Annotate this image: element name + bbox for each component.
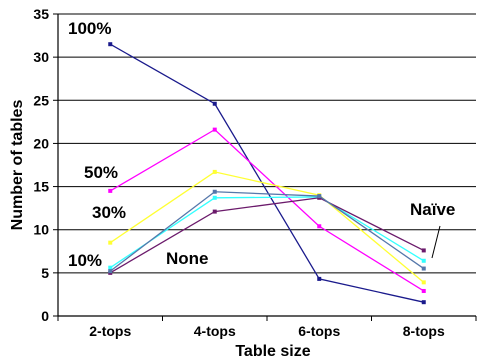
series-point-0-2 <box>317 276 322 281</box>
series-point-2-1 <box>212 169 217 174</box>
series-point-5-0 <box>108 269 113 274</box>
series-point-3-1 <box>212 195 217 200</box>
y-axis-label: Number of tables <box>9 100 26 231</box>
y-tick-label-5: 5 <box>41 265 49 281</box>
series-point-0-3 <box>421 300 426 305</box>
series-point-3-3 <box>421 258 426 263</box>
series-point-5-2 <box>317 194 322 199</box>
series-line-2 <box>109 171 425 283</box>
series-point-1-0 <box>108 188 113 193</box>
x-tick-labels: 2-tops 4-tops 6-tops 8-tops <box>57 316 477 339</box>
series-line-1 <box>109 128 425 292</box>
x-tick-label-2-tops: 2-tops <box>89 323 131 339</box>
y-tick-label-15: 15 <box>33 179 49 195</box>
series-point-0-1 <box>212 101 217 106</box>
series-point-4-1 <box>212 209 217 214</box>
series-point-1-2 <box>317 224 322 229</box>
x-tick-label-8-tops: 8-tops <box>403 323 445 339</box>
series-point-0-0 <box>108 42 113 47</box>
series-point-2-0 <box>108 240 113 245</box>
annotation-100: 100% <box>68 19 111 38</box>
series-annotations: 100% 50% 30% 10% None Naïve <box>68 19 455 270</box>
series-line-0 <box>109 43 424 303</box>
annotation-none: None <box>166 249 209 268</box>
series-line-3 <box>109 196 425 269</box>
series-point-2-3 <box>421 280 426 285</box>
x-tick-label-6-tops: 6-tops <box>298 323 340 339</box>
y-tick-label-25: 25 <box>33 92 49 108</box>
annotation-10: 10% <box>68 251 102 270</box>
series-point-1-3 <box>421 288 426 293</box>
y-tick-label-0: 0 <box>41 308 49 324</box>
x-tick-label-4-tops: 4-tops <box>194 323 236 339</box>
y-tick-label-10: 10 <box>33 222 49 238</box>
grid-lines <box>58 13 476 274</box>
y-tick-labels: 0 5 10 15 20 25 30 35 <box>33 6 58 324</box>
annotation-50: 50% <box>84 163 118 182</box>
y-tick-label-35: 35 <box>33 6 49 22</box>
x-axis-label: Table size <box>235 343 310 360</box>
y-tick-label-20: 20 <box>33 135 49 151</box>
series-point-5-1 <box>212 189 217 194</box>
annotation-30: 30% <box>92 203 126 222</box>
series-point-3-0 <box>108 265 113 270</box>
series-point-4-3 <box>421 248 426 253</box>
axes <box>57 14 476 317</box>
series-line-4 <box>109 197 425 274</box>
annotation-naive: Naïve <box>410 200 455 219</box>
series-lines <box>108 42 426 305</box>
series-point-1-1 <box>212 127 217 132</box>
series-point-5-3 <box>421 266 426 271</box>
series-line-5 <box>109 191 425 272</box>
y-tick-label-30: 30 <box>33 49 49 65</box>
annotation-naive-leader <box>431 225 441 259</box>
